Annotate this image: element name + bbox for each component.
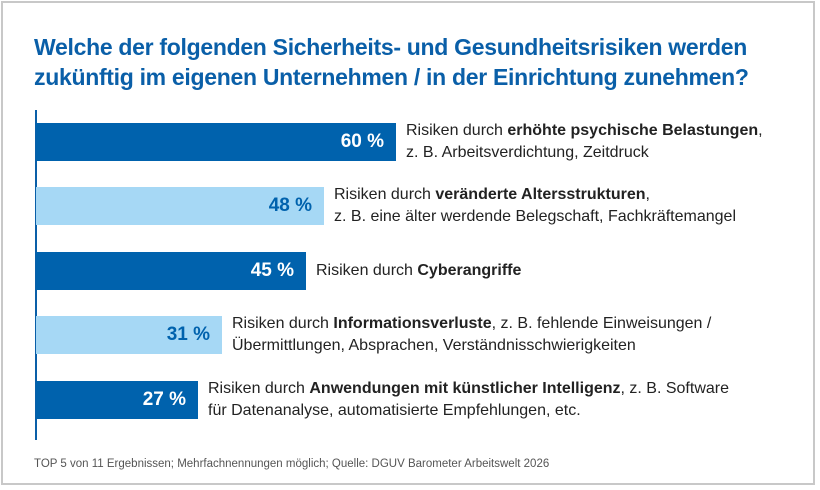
label-part: veränderte Altersstrukturen	[435, 186, 646, 203]
label-line2: für Datenanalyse, automatisierte Empfehl…	[208, 402, 581, 419]
label-part: , z. B. fehlende Einweisungen /	[491, 315, 712, 332]
label-part: Cyberangriffe	[417, 262, 522, 279]
label-part: Informationsverluste	[333, 315, 492, 332]
bar: 60 %	[36, 123, 396, 161]
label-part: Risiken durch	[232, 315, 334, 332]
category-label: Risiken durch erhöhte psychische Belastu…	[406, 120, 763, 164]
bar: 27 %	[36, 381, 198, 419]
bar: 31 %	[36, 316, 222, 354]
label-part: ,	[758, 122, 763, 139]
data-label: 27 %	[142, 389, 186, 410]
data-label: 60 %	[340, 131, 384, 152]
chart-title: Welche der folgenden Sicherheits- und Ge…	[34, 34, 749, 90]
label-line2: z. B. Arbeitsverdichtung, Zeitdruck	[406, 144, 649, 161]
category-label: Risiken durch veränderte Altersstrukture…	[334, 184, 736, 228]
data-label: 45 %	[250, 260, 294, 281]
label-part: Risiken durch	[208, 380, 310, 397]
label-part: Risiken durch	[334, 186, 436, 203]
category-label: Risiken durch Anwendungen mit künstliche…	[208, 378, 729, 422]
category-label: Risiken durch Informationsverluste, z. B…	[232, 313, 711, 357]
label-part: erhöhte psychische Belastungen	[507, 122, 759, 139]
bar: 48 %	[36, 187, 324, 225]
footnote: TOP 5 von 11 Ergebnissen; Mehrfachnennun…	[34, 458, 550, 470]
label-line2: z. B. eine älter werdende Belegschaft, F…	[334, 208, 736, 225]
label-part: , z. B. Software	[620, 380, 729, 397]
label-line2: Übermittlungen, Absprachen, Verständniss…	[232, 337, 636, 354]
data-label: 31 %	[166, 324, 210, 345]
label-part: ,	[645, 186, 650, 203]
category-label: Risiken durch Cyberangriffe	[316, 260, 521, 282]
data-label: 48 %	[268, 195, 312, 216]
label-part: Anwendungen mit künstlicher Intelligenz	[309, 380, 621, 397]
bar: 45 %	[36, 252, 306, 290]
label-part: Risiken durch	[316, 262, 418, 279]
label-part: Risiken durch	[406, 122, 508, 139]
